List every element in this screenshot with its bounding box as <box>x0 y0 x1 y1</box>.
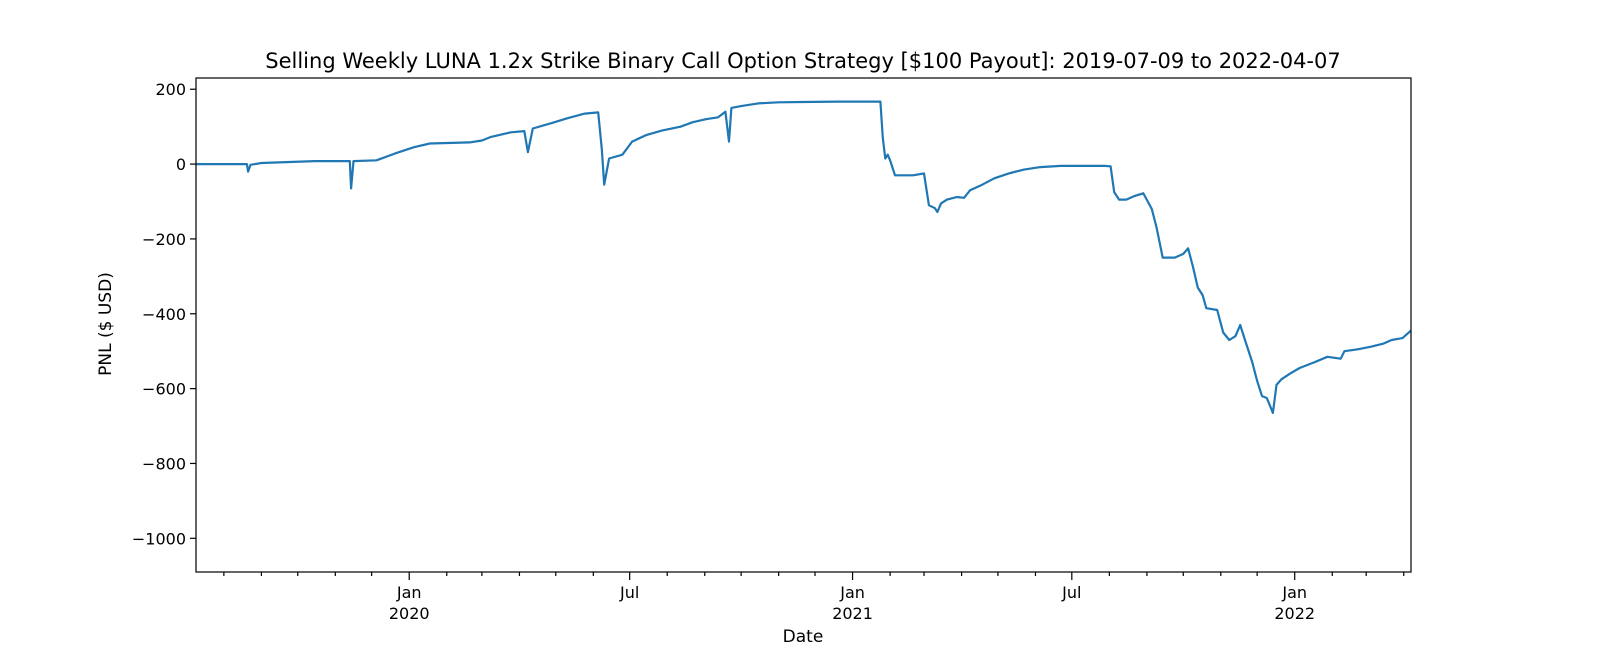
plot-frame <box>195 77 1412 573</box>
x-tick-year-label: 2021 <box>832 604 873 623</box>
x-tick-label: Jan <box>1281 583 1307 602</box>
y-tick-label: 200 <box>155 80 186 99</box>
x-tick-label: Jan <box>839 583 865 602</box>
y-axis: 200 0 −200 −400 −600 −800 −1000 <box>132 80 196 548</box>
pnl-series-line <box>196 100 1412 414</box>
x-axis: Jan 2020 Jul Jan 2021 Jul Jan 2022 <box>223 572 1405 623</box>
x-tick-label: Jan <box>396 583 422 602</box>
y-axis-label: PNL ($ USD) <box>96 272 116 376</box>
x-tick-year-label: 2020 <box>389 604 430 623</box>
x-tick-year-label: 2022 <box>1274 604 1315 623</box>
chart-title: Selling Weekly LUNA 1.2x Strike Binary C… <box>265 49 1340 73</box>
x-tick-label: Jul <box>1061 583 1081 602</box>
y-tick-label: −600 <box>142 380 186 399</box>
y-tick-label: −200 <box>142 230 186 249</box>
x-axis-label: Date <box>783 627 824 647</box>
y-tick-label: −1000 <box>132 529 186 548</box>
x-tick-label: Jul <box>619 583 639 602</box>
y-tick-label: 0 <box>176 155 186 174</box>
y-tick-label: −800 <box>142 454 186 473</box>
y-tick-label: −400 <box>142 305 186 324</box>
